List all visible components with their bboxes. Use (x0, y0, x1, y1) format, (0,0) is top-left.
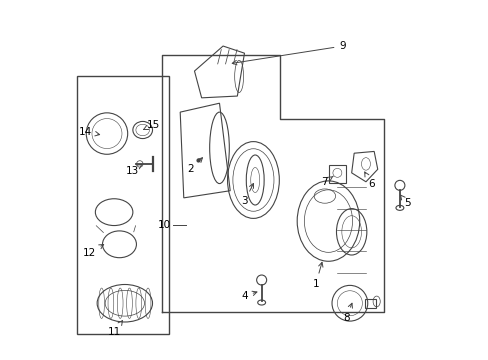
Text: 8: 8 (342, 303, 352, 323)
Text: 15: 15 (143, 120, 160, 130)
Text: 14: 14 (79, 127, 100, 137)
Text: 9: 9 (232, 41, 346, 65)
Text: 3: 3 (241, 184, 253, 206)
Text: 1: 1 (312, 262, 322, 289)
Bar (77, 76, 169, 334)
Bar (328, 165, 345, 183)
Text: 13: 13 (125, 165, 142, 176)
Text: 12: 12 (82, 244, 103, 258)
Text: 11: 11 (107, 321, 122, 337)
Text: 6: 6 (364, 172, 374, 189)
Text: 7: 7 (321, 176, 333, 187)
Text: 2: 2 (187, 158, 202, 174)
Text: 5: 5 (400, 195, 409, 208)
Bar (364, 298, 376, 307)
Text: 4: 4 (241, 291, 256, 301)
Text: 10: 10 (158, 220, 171, 230)
